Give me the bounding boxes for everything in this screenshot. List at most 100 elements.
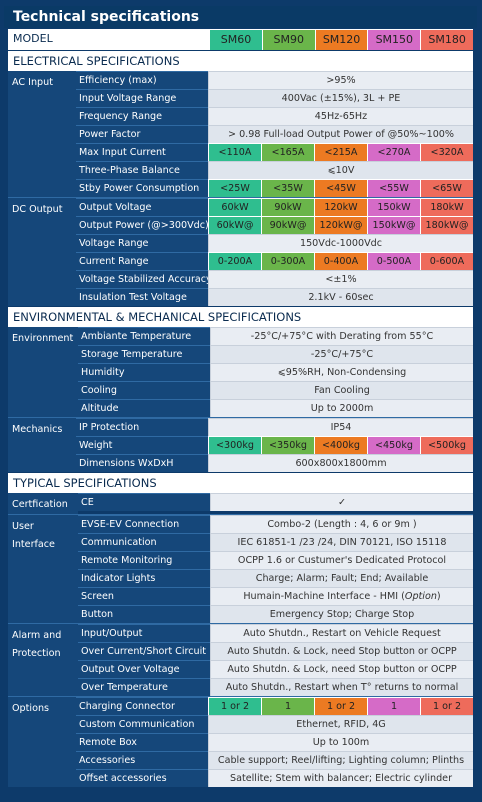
spec-value: Emergency Stop; Charge Stop [210,605,473,623]
spec-row: Humidity ⩽95%RH, Non-Condensing [78,363,473,381]
spec-group: AC Input Efficiency (max) >95% Input Voltag… [8,71,473,197]
group-label: Environment [8,327,78,417]
spec-row: Voltage Range 150Vdc-1000Vdc [76,234,473,252]
group-label: DC Output [8,198,76,306]
group-rows: IP Protection IP54 Weight <300kg <350kg <400k… [76,418,473,472]
spec-name: Remote Monitoring [78,551,210,569]
spec-name: Input Voltage Range [76,89,208,107]
spec-row: Accessories Cable support; Reel/lifting; … [76,751,473,769]
spec-value-sm180: <500kg [420,436,473,454]
spec-value: >95% [208,71,473,89]
spec-value: ⩽95%RH, Non-Condensing [210,363,473,381]
group-label: Mechanics [8,418,76,472]
spec-value-sm90: 1 [261,697,314,715]
spec-value: IEC 61851-1 /23 /24, DIN 70121, ISO 1511… [210,533,473,551]
spec-name: CE [78,493,210,511]
spec-value-sm150: <270A [367,143,420,161]
spec-name: Output Voltage [76,198,208,216]
spec-value-sm90: <165A [261,143,314,161]
spec-value: 150Vdc-1000Vdc [208,234,473,252]
spec-value-sm60: <110A [208,143,261,161]
model-sm120: SM120 [314,29,368,50]
spec-row: Insulation Test Voltage 2.1kV - 60sec [76,288,473,306]
spec-name: Voltage Range [76,234,208,252]
spec-name: Ambiante Temperature [78,327,210,345]
spec-row: Efficiency (max) >95% [76,71,473,89]
spec-value: 400Vac (±15%), 3L + PE [208,89,473,107]
spec-value-sm90: 90kW [261,198,314,216]
spec-name: Offset accessories [76,769,208,787]
spec-row: IP Protection IP54 [76,418,473,436]
spec-value-sm120: <45W [314,179,367,197]
spec-value: -25°C/+75°C [210,345,473,363]
spec-row: Output Voltage 60kW 90kW 120kW 150kW 180kW [76,198,473,216]
spec-value-sm150: 1 [367,697,420,715]
section-title: TYPICAL SPECIFICATIONS [8,473,473,493]
group-label: User Interface [8,515,78,623]
spec-value-sm90: <35W [261,179,314,197]
model-label: MODEL [8,29,210,50]
spec-row: Dimensions WxDxH 600x800x1800mm [76,454,473,472]
spec-value-sm120: 0-400A [314,252,367,270]
group-label: Certfication [8,493,78,514]
spec-name: Frequency Range [76,107,208,125]
spec-row: Cooling Fan Cooling [78,381,473,399]
spec-row: Current Range 0-200A 0-300A 0-400A 0-500A 0-6… [76,252,473,270]
spec-group: Certfication CE ✓ [8,493,473,514]
spec-value-sm60: <25W [208,179,261,197]
model-sm90: SM90 [261,29,315,50]
spec-value: Charge; Alarm; Fault; End; Available [210,569,473,587]
spec-name: Insulation Test Voltage [76,288,208,306]
spec-value-sm180: <320A [420,143,473,161]
spec-value-sm90: 90kW@ [261,216,314,234]
spec-row: Weight <300kg <350kg <400kg <450kg <500kg [76,436,473,454]
spec-value: Auto Shutdn. & Lock, need Stop button or… [210,660,473,678]
spec-name: Weight [76,436,208,454]
spec-value-sm120: <400kg [314,436,367,454]
spec-value-sm60: 60kW [208,198,261,216]
group-rows: Efficiency (max) >95% Input Voltage Range 4… [76,71,473,197]
spec-name: Altitude [78,399,210,417]
spec-value: OCPP 1.6 or Custumer's Dedicated Protoco… [210,551,473,569]
spec-value: ✓ [210,493,473,511]
group-rows: EVSE-EV Connection Combo-2 (Length : 4, 6… [78,515,473,623]
group-label: AC Input [8,71,76,197]
spec-name: Output Power (@>300Vdc) [76,216,208,234]
spec-name: Communication [78,533,210,551]
spec-name: Over Temperature [78,678,210,696]
spec-value-sm180: 0-600A [420,252,473,270]
spec-name: IP Protection [76,418,208,436]
spec-name: Stby Power Consumption [76,179,208,197]
spec-row: Communication IEC 61851-1 /23 /24, DIN 70… [78,533,473,551]
group-rows: Ambiante Temperature -25°C/+75°C with Der… [78,327,473,417]
model-sm180: SM180 [420,29,473,50]
spec-value-sm150: <450kg [367,436,420,454]
spec-row: Max Input Current <110A <165A <215A <270A <32… [76,143,473,161]
spec-row: Button Emergency Stop; Charge Stop [78,605,473,623]
spec-value-sm150: 150kW [367,198,420,216]
spec-value-sm180: 180kW@ [420,216,473,234]
spec-value-sm60: <300kg [208,436,261,454]
section-title: ENVIRONMENTAL & MECHANICAL SPECIFICATION… [8,307,473,327]
spec-value-sm150: 0-500A [367,252,420,270]
spec-value: Up to 2000m [210,399,473,417]
spec-name: Voltage Stabilized Accuracy [76,270,208,288]
page-title: Technical specifications [4,6,477,28]
spec-name: Charging Connector [76,697,208,715]
spec-row: Ambiante Temperature -25°C/+75°C with Der… [78,327,473,345]
model-sm150: SM150 [367,29,421,50]
spec-row: Offset accessories Satellite; Stem with b… [76,769,473,787]
spec-row: Output Power (@>300Vdc) 60kW@ 90kW@ 120kW@ 1… [76,216,473,234]
spec-value: Combo-2 (Length : 4, 6 or 9m ) [210,515,473,533]
spec-name: Accessories [76,751,208,769]
spec-value: IP54 [208,418,473,436]
spec-row: Voltage Stabilized Accuracy <±1% [76,270,473,288]
spec-name: Remote Box [76,733,208,751]
spec-name: Power Factor [76,125,208,143]
spec-row: Remote Monitoring OCPP 1.6 or Custumer's … [78,551,473,569]
spec-row: Input/Output Auto Shutdn., Restart on Veh… [78,624,473,642]
group-rows: Output Voltage 60kW 90kW 120kW 150kW 180kW Out… [76,198,473,306]
spec-row: CE ✓ [78,493,473,511]
